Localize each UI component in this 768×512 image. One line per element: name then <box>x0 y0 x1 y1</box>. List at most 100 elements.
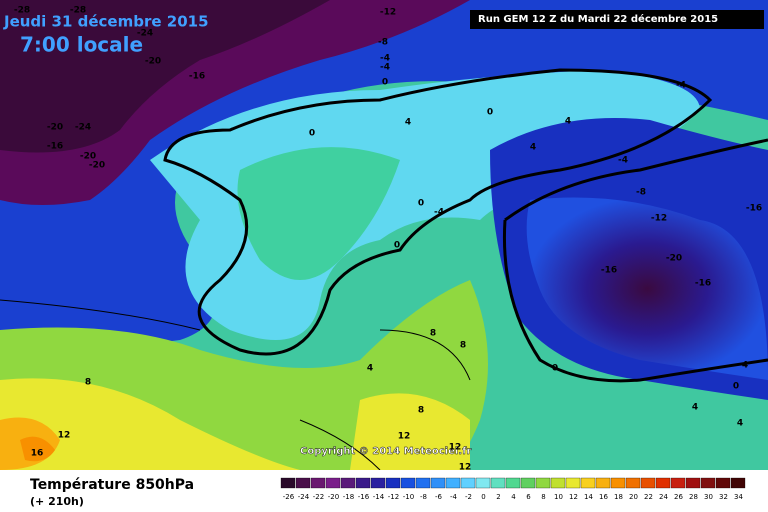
footer-lead: (+ 210h) <box>30 495 84 508</box>
contour-label: -24 <box>75 123 91 133</box>
scale-label: 20 <box>629 493 638 501</box>
scale-label: 14 <box>584 493 593 501</box>
contour-label: -4 <box>618 156 628 166</box>
contour-label: 0 <box>309 129 315 139</box>
scale-swatch <box>565 477 581 489</box>
scale-label: 26 <box>674 493 683 501</box>
date: Jeudi 31 décembre 2015 <box>3 13 209 31</box>
scale-swatch <box>715 477 731 489</box>
time: 7:00 locale <box>20 33 143 57</box>
contour-label: -16 <box>189 72 205 82</box>
scale-label: 34 <box>734 493 743 501</box>
scale-label: 2 <box>496 493 500 501</box>
contour-label: 4 <box>367 364 373 374</box>
scale-swatch <box>460 477 476 489</box>
copyright: Copyright © 2014 Meteociel.fr <box>300 446 471 457</box>
scale-swatch <box>475 477 491 489</box>
contour-labels: -28 -28 -24 -20 -16 -20 -24 -16 -20 -20 -12 -8 -4 -4 0… <box>14 6 762 473</box>
contour-label: 12 <box>449 443 462 453</box>
contour-label: -28 <box>70 6 86 16</box>
contour-label: 0 <box>552 364 558 374</box>
scale-label: 24 <box>659 493 668 501</box>
contour-label: -4 <box>380 54 390 64</box>
scale-label: 28 <box>689 493 698 501</box>
scale-label: -6 <box>435 493 443 501</box>
contour-label: 12 <box>58 431 71 441</box>
scale-label: -14 <box>373 493 385 501</box>
contour-label: 8 <box>418 406 424 416</box>
scale-label: -26 <box>283 493 295 501</box>
contour-label: 4 <box>530 143 536 153</box>
scale-swatch <box>610 477 626 489</box>
scale-label: 4 <box>511 493 516 501</box>
scale-swatch <box>400 477 416 489</box>
scale-swatch <box>355 477 371 489</box>
scale-label: -20 <box>328 493 339 501</box>
scale-label: -4 <box>450 493 458 501</box>
contour-label: 4 <box>565 117 571 127</box>
scale-swatch <box>535 477 551 489</box>
scale-label: -18 <box>343 493 354 501</box>
scale-swatch <box>685 477 701 489</box>
scale-label: -16 <box>358 493 370 501</box>
contour-label: -20 <box>47 123 63 133</box>
scale-label: -2 <box>465 493 472 501</box>
scale-swatch <box>445 477 461 489</box>
scale-label: 0 <box>481 493 485 501</box>
scale-swatch <box>415 477 431 489</box>
scale-label: 30 <box>704 493 713 501</box>
footer-title: Température 850hPa <box>30 477 194 493</box>
scale-swatch <box>595 477 611 489</box>
scale-swatch <box>490 477 506 489</box>
scale-swatch <box>640 477 656 489</box>
scale-swatch <box>370 477 386 489</box>
contour-label: 0 <box>418 199 424 209</box>
contour-label: 0 <box>733 382 739 392</box>
contour-label: -16 <box>47 142 63 152</box>
contour-label: -16 <box>746 204 762 214</box>
contour-label: 4 <box>737 419 743 429</box>
scale-label: 12 <box>569 493 578 501</box>
contour-label: 4 <box>405 118 411 128</box>
contour-label: 0 <box>382 78 388 88</box>
scale-swatch <box>325 477 341 489</box>
contour-label: -16 <box>695 279 711 289</box>
scale-label: 10 <box>554 493 563 501</box>
contour-label: -4 <box>676 81 686 91</box>
contour-label: 0 <box>487 108 493 118</box>
scale-label: 6 <box>526 493 531 501</box>
scale-swatch <box>340 477 356 489</box>
scale-label: 22 <box>644 493 653 501</box>
scale-swatch <box>625 477 641 489</box>
scale-swatch <box>295 477 311 489</box>
run: Run GEM 12 Z du Mardi 22 décembre 2015 <box>478 13 718 25</box>
footer-bg <box>0 470 768 512</box>
contour-label: 8 <box>85 378 91 388</box>
contour-label: -12 <box>651 214 667 224</box>
contour-label: -4 <box>434 208 444 218</box>
scale-swatch <box>730 477 746 489</box>
contour-label: -12 <box>380 8 396 18</box>
scale-swatch <box>310 477 326 489</box>
scale-swatch <box>520 477 536 489</box>
scale-swatch <box>580 477 596 489</box>
contour-label: 8 <box>460 341 466 351</box>
scale-swatch <box>280 477 296 489</box>
contour-label: -24 <box>137 29 153 39</box>
scale-swatch <box>670 477 686 489</box>
map <box>0 0 768 471</box>
contour-label: -20 <box>89 161 105 171</box>
contour-label: -28 <box>14 6 30 16</box>
scale-label: -12 <box>388 493 399 501</box>
scale-swatch <box>550 477 566 489</box>
contour-label: -8 <box>378 38 388 48</box>
contour-label: 4 <box>742 361 748 371</box>
contour-label: -20 <box>145 57 161 67</box>
scale-label: -24 <box>298 493 310 501</box>
contour-label: -20 <box>666 254 682 264</box>
scale-label: -22 <box>313 493 324 501</box>
contour-label: 16 <box>31 449 44 459</box>
scale-label: 32 <box>719 493 728 501</box>
contour-label: 4 <box>692 403 698 413</box>
